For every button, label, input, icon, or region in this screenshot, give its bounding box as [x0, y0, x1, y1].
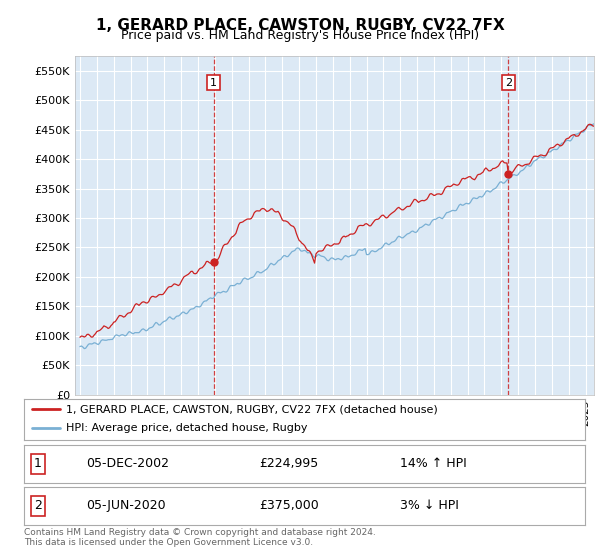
- Text: 3% ↓ HPI: 3% ↓ HPI: [400, 499, 459, 512]
- Text: 2: 2: [34, 499, 42, 512]
- Text: Contains HM Land Registry data © Crown copyright and database right 2024.
This d: Contains HM Land Registry data © Crown c…: [24, 528, 376, 547]
- Text: 05-JUN-2020: 05-JUN-2020: [86, 499, 166, 512]
- Text: 1, GERARD PLACE, CAWSTON, RUGBY, CV22 7FX: 1, GERARD PLACE, CAWSTON, RUGBY, CV22 7F…: [95, 18, 505, 33]
- Text: £375,000: £375,000: [260, 499, 319, 512]
- Text: 2: 2: [505, 77, 512, 87]
- Text: £224,995: £224,995: [260, 457, 319, 470]
- Text: 1: 1: [34, 457, 42, 470]
- Text: 1: 1: [210, 77, 217, 87]
- Text: 14% ↑ HPI: 14% ↑ HPI: [400, 457, 467, 470]
- Text: 1, GERARD PLACE, CAWSTON, RUGBY, CV22 7FX (detached house): 1, GERARD PLACE, CAWSTON, RUGBY, CV22 7F…: [66, 404, 438, 414]
- Text: Price paid vs. HM Land Registry's House Price Index (HPI): Price paid vs. HM Land Registry's House …: [121, 29, 479, 42]
- Text: 05-DEC-2002: 05-DEC-2002: [86, 457, 169, 470]
- Text: HPI: Average price, detached house, Rugby: HPI: Average price, detached house, Rugb…: [66, 423, 308, 433]
